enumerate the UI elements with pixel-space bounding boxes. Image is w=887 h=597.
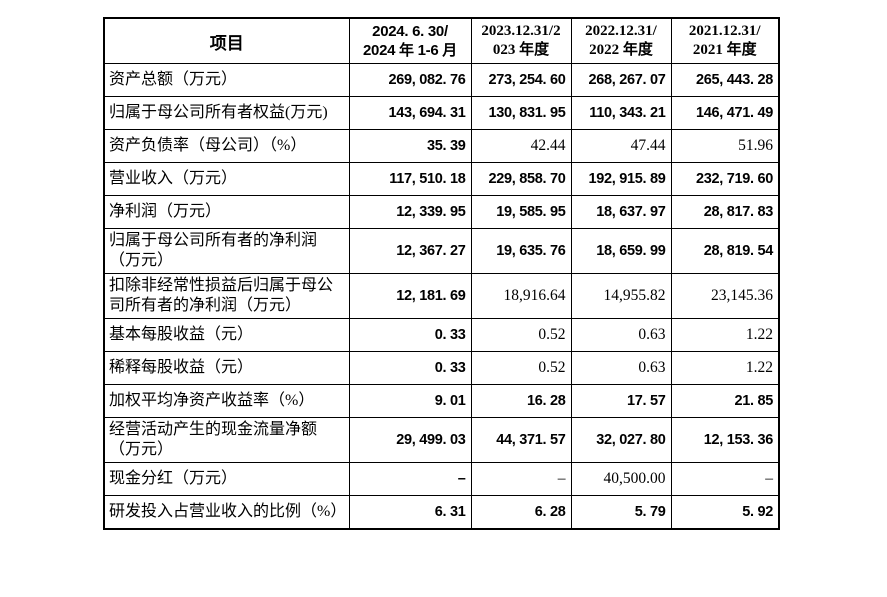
value-cell: 44, 371. 57 — [470, 417, 572, 463]
table-row-parent-equity: 归属于母公司所有者权益(万元) 143, 694. 31 130, 831. 9… — [103, 96, 780, 130]
value-cell: 273, 254. 60 — [470, 63, 572, 97]
value-cell: 18, 659. 99 — [570, 228, 672, 274]
value-cell: 5. 79 — [570, 495, 672, 529]
value-cell: 146, 471. 49 — [670, 96, 780, 130]
row-label: 基本每股收益（元） — [103, 318, 350, 352]
row-label: 扣除非经常性损益后归属于母公司所有者的净利润（万元） — [103, 273, 350, 319]
row-label: 净利润（万元） — [103, 195, 350, 229]
value-cell: – — [470, 462, 572, 496]
period-line: 2024. 6. 30/ — [372, 23, 448, 40]
row-label: 归属于母公司所有者的净利润（万元） — [103, 228, 350, 274]
value-cell: 12, 181. 69 — [348, 273, 472, 319]
table-row-revenue: 营业收入（万元） 117, 510. 18 229, 858. 70 192, … — [103, 162, 780, 196]
value-cell: 5. 92 — [670, 495, 780, 529]
value-cell: 42.44 — [470, 129, 572, 163]
period-line: 023 年度 — [492, 42, 550, 58]
value-cell: 265, 443. 28 — [670, 63, 780, 97]
value-cell: 0.63 — [570, 318, 672, 352]
value-cell: 18,916.64 — [470, 273, 572, 319]
value-cell: 47.44 — [570, 129, 672, 163]
value-cell: 0.63 — [570, 351, 672, 385]
value-cell: 40,500.00 — [570, 462, 672, 496]
value-cell: 1.22 — [670, 318, 780, 352]
table-row-parent-net-profit: 归属于母公司所有者的净利润（万元） 12, 367. 27 19, 635. 7… — [103, 228, 780, 274]
value-cell: 117, 510. 18 — [348, 162, 472, 196]
table-row-net-profit: 净利润（万元） 12, 339. 95 19, 585. 95 18, 637.… — [103, 195, 780, 229]
value-cell: 51.96 — [670, 129, 780, 163]
value-cell: 9. 01 — [348, 384, 472, 418]
period-line: 2022 年度 — [589, 42, 653, 58]
col-header-item: 项目 — [103, 17, 350, 64]
value-cell: 268, 267. 07 — [570, 63, 672, 97]
col-header-period-2022: 2022.12.31/ 2022 年度 — [570, 17, 672, 64]
period-line: 2023.12.31/2 — [481, 23, 561, 39]
table-row-diluted-eps: 稀释每股收益（元） 0. 33 0.52 0.63 1.22 — [103, 351, 780, 385]
row-label: 资产总额（万元） — [103, 63, 350, 97]
value-cell: 19, 635. 76 — [470, 228, 572, 274]
table-row-operating-cash-flow: 经营活动产生的现金流量净额（万元） 29, 499. 03 44, 371. 5… — [103, 417, 780, 463]
value-cell: – — [670, 462, 780, 496]
value-cell: 29, 499. 03 — [348, 417, 472, 463]
value-cell: 35. 39 — [348, 129, 472, 163]
row-label: 研发投入占营业收入的比例（%） — [103, 495, 350, 529]
period-line: 2024 年 1-6 月 — [363, 42, 457, 59]
table-row-rd-ratio: 研发投入占营业收入的比例（%） 6. 31 6. 28 5. 79 5. 92 — [103, 495, 780, 529]
row-label: 稀释每股收益（元） — [103, 351, 350, 385]
value-cell: 232, 719. 60 — [670, 162, 780, 196]
period-line: 2021.12.31/ — [688, 23, 761, 39]
table-row-weighted-roe: 加权平均净资产收益率（%） 9. 01 16. 28 17. 57 21. 85 — [103, 384, 780, 418]
value-cell: 17. 57 — [570, 384, 672, 418]
value-cell: 110, 343. 21 — [570, 96, 672, 130]
value-cell: 0. 33 — [348, 318, 472, 352]
col-header-period-2021: 2021.12.31/ 2021 年度 — [670, 17, 780, 64]
value-cell: 143, 694. 31 — [348, 96, 472, 130]
value-cell: 130, 831. 95 — [470, 96, 572, 130]
row-label: 归属于母公司所有者权益(万元) — [103, 96, 350, 130]
value-cell: 192, 915. 89 — [570, 162, 672, 196]
row-label: 现金分红（万元） — [103, 462, 350, 496]
table-row-total-assets: 资产总额（万元） 269, 082. 76 273, 254. 60 268, … — [103, 63, 780, 97]
value-cell: 14,955.82 — [570, 273, 672, 319]
value-cell: 12, 339. 95 — [348, 195, 472, 229]
table-row-basic-eps: 基本每股收益（元） 0. 33 0.52 0.63 1.22 — [103, 318, 780, 352]
table-row-deducted-net-profit: 扣除非经常性损益后归属于母公司所有者的净利润（万元） 12, 181. 69 1… — [103, 273, 780, 319]
value-cell: 0.52 — [470, 318, 572, 352]
row-label: 营业收入（万元） — [103, 162, 350, 196]
financial-summary-table: 项目 2024. 6. 30/ 2024 年 1-6 月 2023.12.31/… — [103, 17, 780, 530]
value-cell: – — [348, 462, 472, 496]
value-cell: 0.52 — [470, 351, 572, 385]
value-cell: 19, 585. 95 — [470, 195, 572, 229]
col-header-period-2024: 2024. 6. 30/ 2024 年 1-6 月 — [348, 17, 472, 64]
value-cell: 18, 637. 97 — [570, 195, 672, 229]
row-label: 资产负债率（母公司）（%） — [103, 129, 350, 163]
value-cell: 1.22 — [670, 351, 780, 385]
value-cell: 12, 153. 36 — [670, 417, 780, 463]
header-row: 项目 2024. 6. 30/ 2024 年 1-6 月 2023.12.31/… — [103, 17, 780, 64]
value-cell: 21. 85 — [670, 384, 780, 418]
value-cell: 16. 28 — [470, 384, 572, 418]
row-label: 经营活动产生的现金流量净额（万元） — [103, 417, 350, 463]
period-line: 2022.12.31/ — [585, 23, 657, 39]
financial-table: 项目 2024. 6. 30/ 2024 年 1-6 月 2023.12.31/… — [103, 17, 780, 530]
value-cell: 6. 28 — [470, 495, 572, 529]
value-cell: 269, 082. 76 — [348, 63, 472, 97]
col-header-period-2023: 2023.12.31/2 023 年度 — [470, 17, 572, 64]
period-line: 2021 年度 — [692, 42, 757, 58]
table-row-cash-dividend: 现金分红（万元） – – 40,500.00 – — [103, 462, 780, 496]
value-cell: 32, 027. 80 — [570, 417, 672, 463]
value-cell: 0. 33 — [348, 351, 472, 385]
table-row-debt-ratio: 资产负债率（母公司）（%） 35. 39 42.44 47.44 51.96 — [103, 129, 780, 163]
value-cell: 23,145.36 — [670, 273, 780, 319]
value-cell: 28, 819. 54 — [670, 228, 780, 274]
row-label: 加权平均净资产收益率（%） — [103, 384, 350, 418]
value-cell: 6. 31 — [348, 495, 472, 529]
value-cell: 28, 817. 83 — [670, 195, 780, 229]
value-cell: 229, 858. 70 — [470, 162, 572, 196]
value-cell: 12, 367. 27 — [348, 228, 472, 274]
